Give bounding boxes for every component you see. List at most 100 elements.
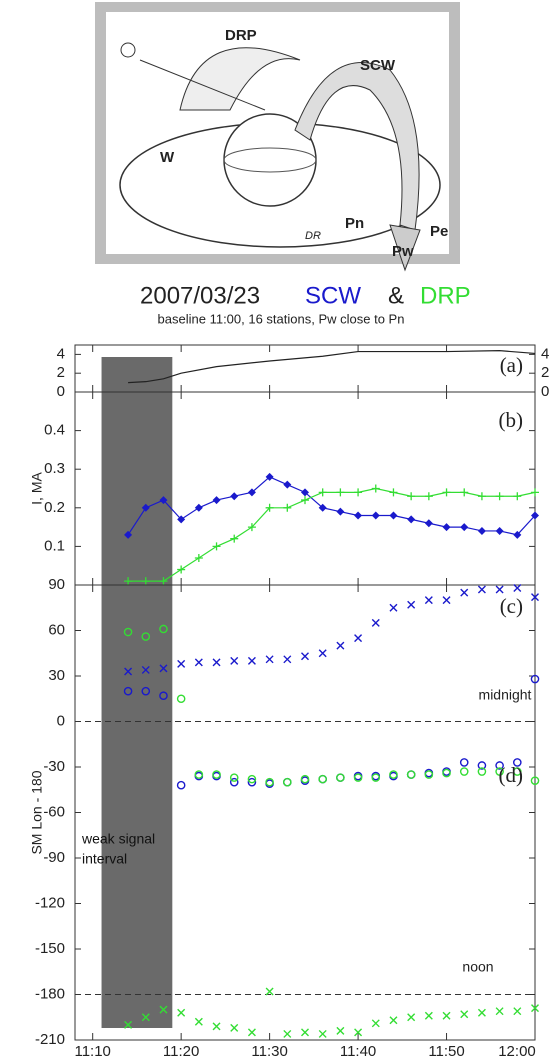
diagram-label: Pw (392, 243, 414, 260)
marker (495, 1007, 504, 1016)
marker (389, 1016, 398, 1025)
title-amp: & (388, 282, 404, 309)
marker (300, 774, 310, 784)
marker (495, 585, 504, 594)
marker (283, 503, 292, 512)
marker (389, 511, 398, 520)
marker (159, 496, 168, 505)
marker (283, 777, 292, 787)
subtitle: baseline 11:00, 16 stations, Pw close to… (158, 311, 405, 326)
marker (194, 1017, 203, 1026)
marker (247, 1028, 256, 1037)
marker (318, 649, 327, 658)
marker (124, 577, 133, 586)
marker (123, 686, 133, 696)
series-line (127, 476, 536, 536)
span-label: interval (82, 851, 127, 867)
marker (265, 503, 274, 512)
panel-label: (c) (500, 594, 523, 618)
marker (141, 503, 150, 512)
marker (442, 596, 451, 605)
y-tick-label: 0.4 (44, 422, 65, 439)
marker (530, 776, 540, 785)
y-tick-label: -90 (43, 849, 65, 866)
marker (124, 1020, 133, 1029)
title-scw: SCW (305, 282, 361, 309)
marker (407, 1013, 416, 1022)
series-line (128, 487, 536, 582)
marker (176, 694, 186, 704)
marker (301, 1028, 309, 1037)
marker (212, 496, 221, 505)
title-drp: DRP (420, 282, 471, 309)
marker (477, 761, 487, 770)
y2-tick-label: 2 (541, 364, 549, 381)
y-tick-label: 2 (57, 364, 65, 381)
marker (247, 777, 257, 787)
y-tick-label: 60 (48, 621, 65, 638)
marker (301, 652, 309, 661)
marker (159, 664, 168, 673)
marker (477, 767, 487, 776)
marker (460, 1010, 469, 1019)
marker (406, 770, 416, 779)
marker (371, 1019, 380, 1028)
marker (177, 1008, 186, 1017)
marker (495, 767, 504, 776)
x-tick-label: 11:40 (340, 1043, 376, 1060)
panel-label: (d) (499, 763, 524, 787)
y-tick-label: 0 (57, 383, 65, 400)
x-tick-label: 11:50 (428, 1043, 464, 1060)
marker (495, 492, 504, 501)
marker (371, 773, 381, 782)
marker (336, 773, 345, 782)
x-tick-label: 11:30 (251, 1043, 287, 1060)
marker (459, 767, 469, 776)
marker (513, 530, 522, 539)
marker (194, 770, 204, 779)
x-tick-label: 11:10 (74, 1043, 110, 1060)
marker (442, 768, 451, 778)
marker (513, 767, 522, 776)
marker (265, 987, 274, 996)
marker (407, 515, 416, 524)
marker (442, 488, 451, 497)
equator (223, 147, 317, 173)
marker (353, 773, 363, 782)
marker (336, 488, 345, 497)
marker (389, 488, 398, 497)
marker (530, 674, 540, 684)
pw-wedge (389, 224, 421, 272)
marker (123, 627, 133, 637)
y-tick-label: 90 (48, 576, 65, 593)
marker (159, 577, 168, 586)
y-tick-label: -180 (35, 985, 65, 1002)
marker (424, 596, 433, 605)
marker (442, 523, 451, 532)
marker (318, 503, 327, 512)
marker (265, 777, 274, 787)
marker (460, 488, 469, 497)
y-tick-label: 0.2 (44, 499, 65, 516)
y-tick-label: -30 (43, 758, 65, 775)
marker (354, 634, 363, 643)
marker (212, 542, 221, 551)
marker (354, 511, 363, 520)
y-axis-label: SM Lon - 180 (29, 770, 45, 854)
marker (230, 534, 239, 543)
marker (159, 624, 168, 634)
marker (407, 492, 416, 501)
marker (424, 519, 433, 528)
y-tick-label: -210 (35, 1031, 65, 1048)
panel-label: (b) (499, 408, 524, 432)
marker (212, 770, 221, 779)
marker (212, 1022, 221, 1031)
marker (477, 526, 486, 535)
marker (477, 492, 486, 501)
marker (442, 1011, 451, 1020)
marker (229, 773, 239, 782)
marker (513, 584, 522, 593)
marker (247, 523, 256, 532)
marker (371, 618, 380, 627)
marker (460, 588, 469, 597)
